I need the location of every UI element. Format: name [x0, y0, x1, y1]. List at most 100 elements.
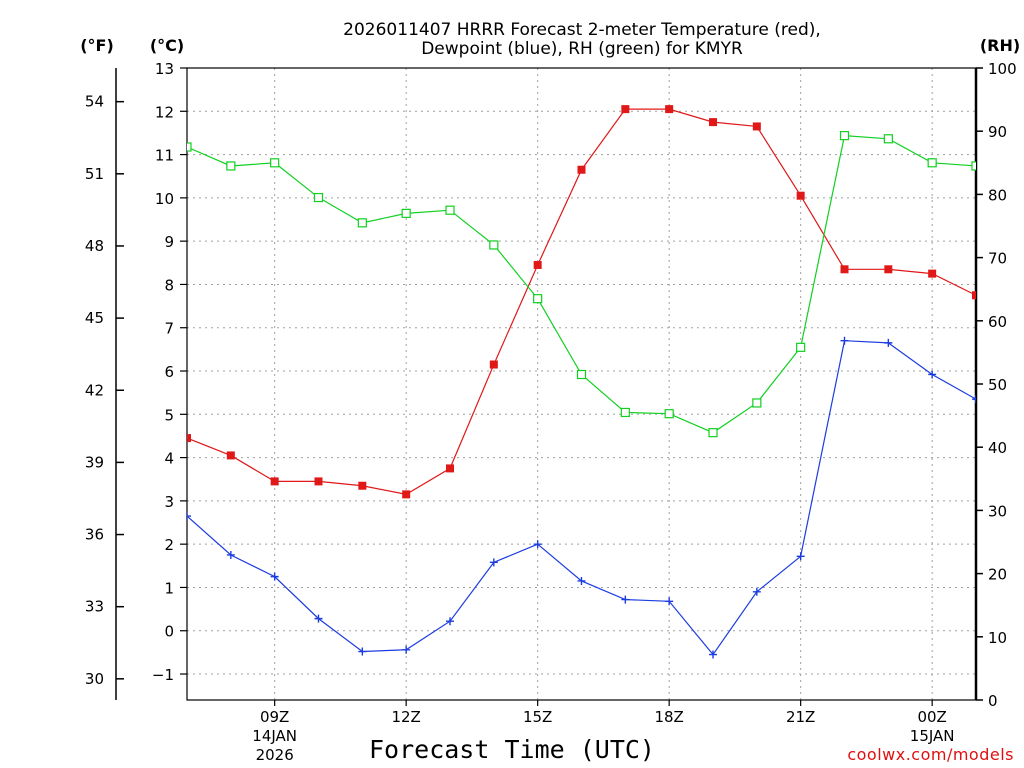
rh-tick-label: 10: [988, 629, 1007, 647]
rh-point: [664, 409, 674, 419]
temperature-point: [884, 265, 893, 274]
data-series: [187, 105, 976, 659]
temperature-point: [665, 105, 674, 114]
rh-point: [971, 161, 976, 171]
rh-tick-label: 100: [988, 60, 1017, 78]
dewpoint-point: [533, 540, 542, 549]
celsius-tick-label: 8: [164, 276, 174, 294]
celsius-tick-label: −1: [152, 666, 174, 684]
fahrenheit-unit-label: (°F): [80, 36, 114, 55]
celsius-tick-label: 0: [164, 623, 174, 641]
rh-point: [927, 158, 937, 168]
dewpoint-point: [621, 595, 630, 604]
time-tick-label: 18Z: [654, 708, 683, 726]
temperature-point: [402, 490, 411, 499]
rh-tick-label: 90: [988, 123, 1007, 141]
date-tick-label: 14JAN: [252, 727, 297, 745]
temperature-point: [226, 451, 235, 460]
temperature-point: [709, 118, 717, 127]
axes: [115, 67, 978, 701]
temperature-point: [314, 477, 323, 486]
source-credit: coolwx.com/models: [847, 745, 1014, 764]
time-tick-label: 21Z: [786, 708, 815, 726]
rh-tick-label: 40: [988, 439, 1007, 457]
fahrenheit-tick-label: 33: [85, 598, 104, 616]
temperature-point: [187, 434, 191, 443]
year-tick-label: 2026: [256, 746, 294, 764]
time-tick-label: 12Z: [391, 708, 420, 726]
temperature-point: [621, 105, 630, 114]
dewpoint-point: [270, 572, 279, 581]
rh-tick-label: 0: [988, 692, 998, 710]
dewpoint-point: [928, 370, 937, 379]
time-tick-label: 09Z: [260, 708, 289, 726]
fahrenheit-tick-label: 48: [85, 237, 104, 255]
temperature-point: [358, 481, 367, 490]
fahrenheit-tick-label: 39: [85, 453, 104, 471]
dewpoint-point: [314, 614, 323, 623]
dewpoint-point: [187, 512, 191, 521]
fahrenheit-tick-label: 42: [85, 381, 104, 399]
x-axis-title: Forecast Time (UTC): [369, 735, 655, 764]
rh-line: [187, 134, 976, 434]
fahrenheit-tick-label: 51: [85, 165, 104, 183]
temperature-point: [446, 464, 454, 473]
rh-point: [796, 342, 806, 352]
celsius-tick-label: 7: [164, 320, 174, 338]
rh-point: [839, 131, 850, 141]
rh-point: [620, 407, 630, 418]
celsius-tick-label: 11: [155, 147, 174, 165]
rh-point: [752, 398, 762, 408]
chart-title-line2: Dewpoint (blue), RH (green) for KMYR: [421, 39, 743, 59]
rh-point: [187, 142, 192, 152]
fahrenheit-tick-label: 54: [85, 93, 104, 111]
dewpoint-point: [709, 650, 717, 659]
temperature-point: [752, 122, 761, 131]
dewpoint-point: [840, 336, 849, 345]
temperature-point: [270, 477, 279, 486]
fahrenheit-tick-label: 45: [85, 309, 104, 327]
rh-point: [270, 158, 280, 168]
temperature-point: [972, 291, 976, 300]
time-tick-label: 00Z: [917, 708, 946, 726]
celsius-tick-label: 9: [164, 233, 174, 251]
fahrenheit-tick-label: 36: [85, 526, 104, 544]
celsius-tick-label: 4: [164, 450, 174, 468]
temperature-point: [577, 165, 586, 174]
celsius-tick-label: 13: [155, 60, 174, 78]
dewpoint-point: [884, 338, 893, 347]
series-dewpoint: [187, 336, 976, 659]
series-rh: [187, 131, 976, 438]
celsius-unit-label: (°C): [150, 36, 184, 55]
dewpoint-point: [752, 587, 761, 596]
rh-tick-label: 30: [988, 502, 1007, 520]
rh-point: [883, 134, 893, 144]
celsius-tick-label: 2: [164, 536, 174, 554]
rh-tick-label: 20: [988, 566, 1007, 584]
temperature-point: [489, 360, 498, 369]
temperature-point: [840, 265, 849, 274]
rh-unit-label: (RH): [980, 36, 1020, 55]
dewpoint-line: [187, 340, 976, 656]
rh-point: [445, 205, 455, 215]
rh-point: [226, 161, 236, 171]
celsius-tick-label: 1: [164, 579, 174, 597]
dewpoint-point: [796, 552, 805, 561]
dewpoint-point: [446, 617, 454, 626]
dewpoint-point: [358, 647, 367, 656]
series-temperature: [187, 105, 976, 499]
rh-tick-label: 70: [988, 250, 1007, 268]
celsius-tick-label: 6: [164, 363, 174, 381]
dewpoint-point: [972, 395, 976, 404]
rh-point: [576, 369, 587, 380]
rh-point: [313, 192, 324, 203]
rh-tick-label: 60: [988, 313, 1007, 331]
celsius-tick-label: 3: [164, 493, 174, 511]
dewpoint-point: [577, 576, 586, 585]
temperature-point: [796, 191, 805, 200]
rh-point: [401, 208, 411, 218]
rh-tick-label: 50: [988, 376, 1007, 394]
